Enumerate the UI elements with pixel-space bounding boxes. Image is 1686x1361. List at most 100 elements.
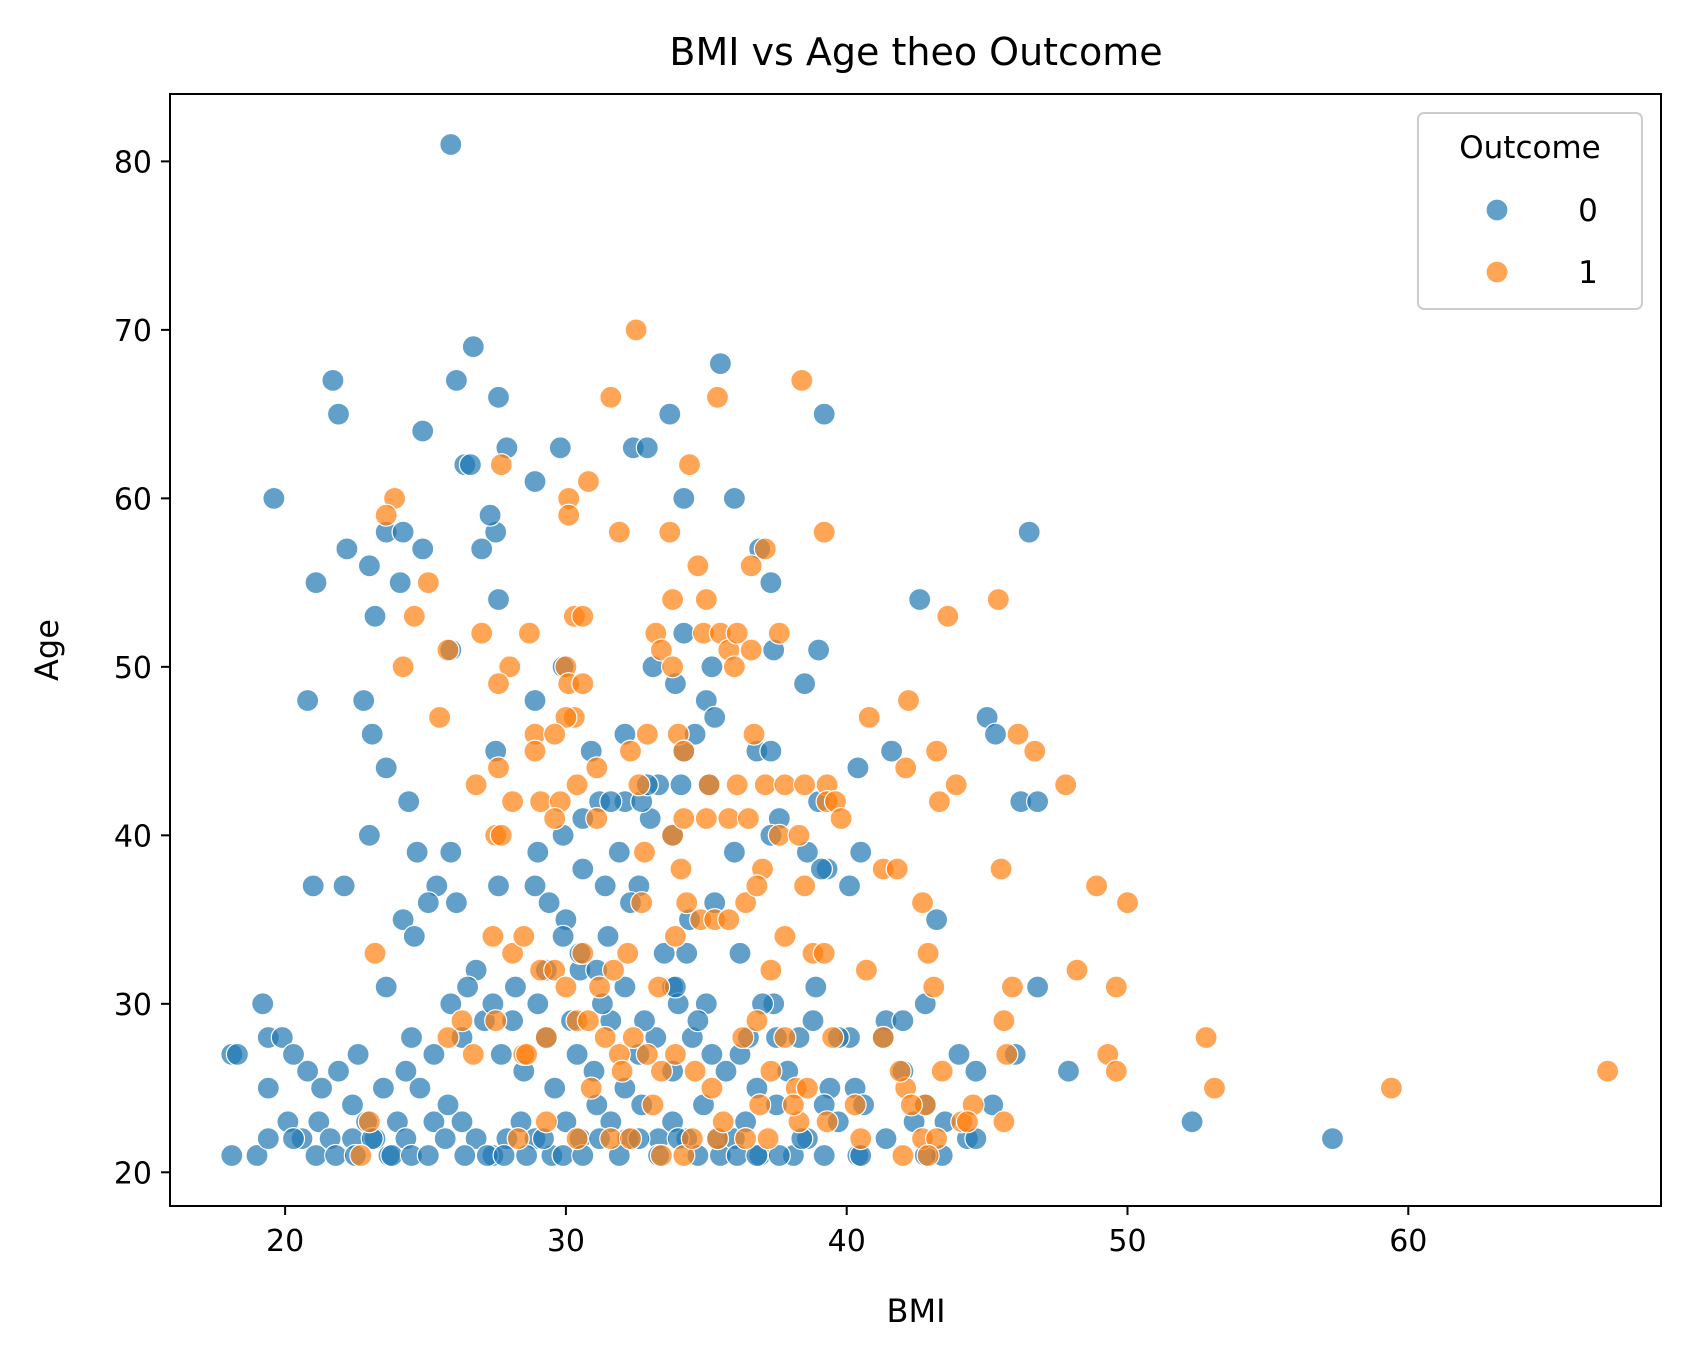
data-point-outcome-1: [1054, 773, 1078, 797]
data-point-outcome-1: [641, 1093, 665, 1117]
data-point-outcome-1: [792, 874, 817, 898]
plot-area: [170, 94, 1661, 1206]
data-point-outcome-1: [672, 806, 696, 831]
data-point-outcome-1: [646, 975, 671, 999]
data-point-outcome-1: [565, 1126, 589, 1151]
legend: Outcome 01: [1417, 112, 1643, 310]
data-point-outcome-1: [697, 773, 721, 797]
data-point-outcome-0: [408, 1076, 432, 1100]
data-point-outcome-0: [422, 1110, 446, 1134]
data-point-outcome-0: [635, 436, 659, 460]
data-point-outcome-1: [649, 1059, 674, 1083]
data-point-outcome-1: [514, 1042, 539, 1067]
data-point-outcome-0: [281, 1042, 306, 1067]
data-point-outcome-0: [486, 587, 511, 612]
data-point-outcome-0: [708, 352, 733, 376]
data-point-outcome-0: [812, 402, 836, 426]
data-point-outcome-1: [1595, 1059, 1620, 1083]
y-axis-ticks: 20 30 40 50 60 70 80: [114, 145, 170, 1191]
x-tick-label: 60: [1389, 1224, 1427, 1259]
points-layer: [220, 132, 1620, 1168]
data-point-outcome-1: [759, 958, 783, 982]
data-point-outcome-0: [523, 688, 547, 713]
data-point-outcome-1: [922, 975, 946, 999]
data-point-outcome-1: [781, 1093, 806, 1117]
data-point-outcome-0: [700, 1042, 724, 1067]
data-point-outcome-1: [349, 1143, 373, 1168]
data-point-outcome-1: [635, 1042, 659, 1067]
data-point-outcome-1: [711, 1110, 735, 1134]
data-point-outcome-0: [324, 1143, 348, 1168]
legend-box: [1417, 112, 1643, 310]
data-point-outcome-1: [464, 773, 488, 797]
data-point-outcome-0: [728, 941, 752, 965]
data-point-outcome-1: [489, 823, 513, 847]
data-point-outcome-0: [767, 1143, 791, 1168]
data-point-outcome-1: [916, 1143, 940, 1168]
data-point-outcome-1: [683, 1059, 707, 1083]
data-point-outcome-1: [627, 773, 651, 797]
data-point-outcome-1: [753, 773, 777, 797]
data-point-outcome-1: [543, 806, 567, 831]
data-point-outcome-1: [579, 1076, 603, 1100]
data-point-outcome-0: [391, 907, 415, 932]
data-point-outcome-1: [916, 941, 940, 965]
data-point-outcome-0: [1180, 1110, 1204, 1134]
data-point-outcome-0: [461, 335, 485, 359]
data-point-outcome-1: [660, 655, 685, 679]
data-point-outcome-1: [554, 975, 578, 999]
data-point-outcome-1: [486, 672, 511, 696]
data-point-outcome-0: [310, 1076, 334, 1100]
data-point-outcome-0: [548, 436, 572, 460]
data-point-outcome-1: [576, 1009, 601, 1033]
data-point-outcome-0: [374, 756, 398, 780]
x-tick-label: 20: [266, 1224, 304, 1259]
data-point-outcome-0: [458, 453, 482, 477]
data-point-outcome-0: [394, 1059, 418, 1083]
data-point-outcome-1: [484, 1009, 508, 1033]
data-point-outcome-1: [694, 806, 718, 831]
data-point-outcome-1: [944, 773, 968, 797]
data-point-outcome-1: [632, 840, 657, 864]
data-point-outcome-1: [989, 857, 1013, 881]
data-point-outcome-1: [391, 655, 415, 679]
data-point-outcome-1: [748, 1093, 772, 1117]
data-point-outcome-0: [607, 840, 631, 864]
data-point-outcome-0: [571, 857, 595, 881]
data-point-outcome-0: [335, 537, 359, 561]
data-point-outcome-1: [733, 891, 758, 915]
data-point-outcome-1: [585, 756, 609, 780]
data-point-outcome-1: [618, 1126, 643, 1151]
data-point-outcome-1: [481, 924, 505, 949]
data-point-outcome-0: [804, 975, 828, 999]
data-point-outcome-1: [363, 941, 387, 965]
data-point-outcome-0: [357, 554, 381, 578]
data-point-outcome-0: [444, 891, 468, 915]
data-point-outcome-1: [843, 1093, 867, 1117]
data-point-outcome-0: [675, 941, 699, 965]
y-tick-label: 40: [114, 819, 152, 854]
data-point-outcome-0: [411, 537, 435, 561]
data-point-outcome-0: [1025, 975, 1050, 999]
data-point-outcome-0: [983, 722, 1008, 746]
data-point-outcome-1: [992, 1110, 1016, 1134]
data-point-outcome-1: [742, 722, 766, 746]
legend-label-1: 1: [1578, 255, 1598, 291]
data-point-outcome-1: [767, 823, 791, 847]
data-point-outcome-0: [478, 503, 502, 527]
data-point-outcome-0: [296, 1059, 320, 1083]
data-point-outcome-0: [846, 756, 870, 780]
data-point-outcome-0: [672, 621, 696, 645]
data-point-outcome-1: [910, 891, 935, 915]
data-point-outcome-1: [927, 789, 952, 814]
x-tick-label: 50: [1108, 1224, 1146, 1259]
data-point-outcome-0: [792, 672, 817, 696]
data-point-outcome-0: [806, 638, 831, 662]
y-tick-label: 60: [114, 482, 152, 517]
data-point-outcome-1: [731, 1025, 755, 1050]
data-point-outcome-1: [616, 941, 640, 965]
data-point-outcome-1: [660, 587, 685, 612]
data-point-outcome-1: [374, 503, 398, 527]
data-point-outcome-0: [613, 975, 637, 999]
data-point-outcome-0: [722, 840, 747, 864]
